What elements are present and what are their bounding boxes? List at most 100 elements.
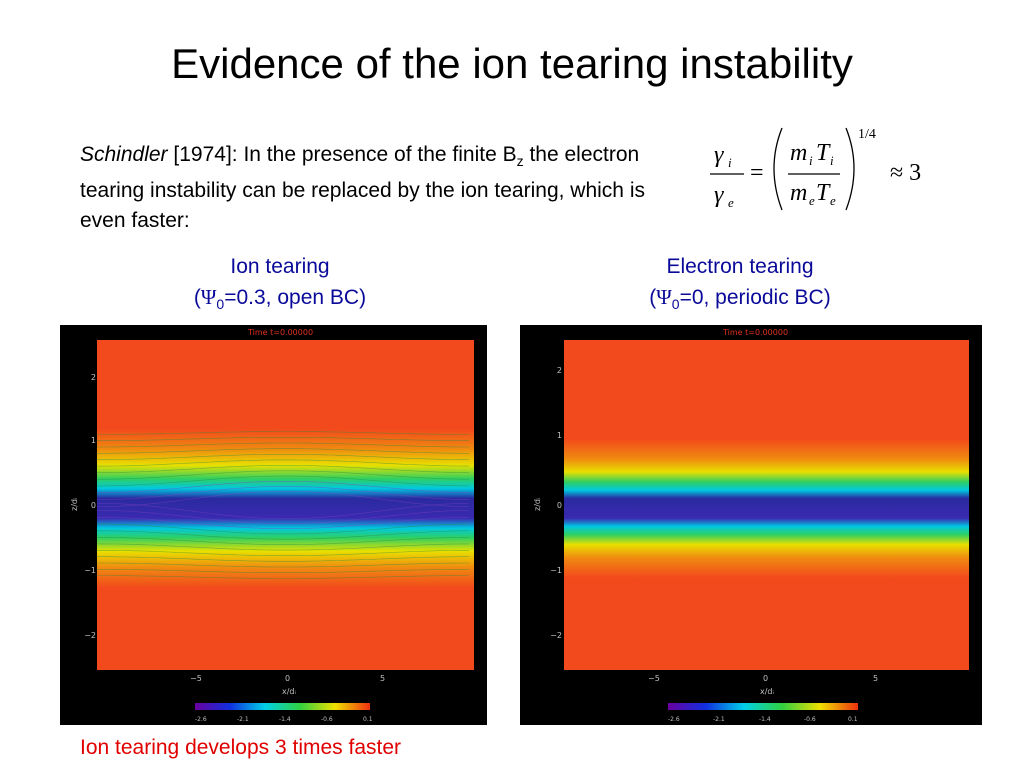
colorbar-tick: -2.6 — [195, 716, 207, 723]
y-tick-label: 1 — [91, 436, 96, 445]
formula-t-top: T — [816, 140, 831, 166]
electron-tearing-panel-title: Electron tearing (Ψ0=0, periodic BC) — [590, 252, 890, 319]
magnetic-field-line — [97, 437, 469, 441]
formula-m-top: m — [790, 140, 807, 166]
formula-t-bottom: T — [816, 180, 831, 206]
magnetic-field-line — [96, 465, 469, 473]
formula-t-top-sub: i — [830, 153, 834, 168]
magnetic-field-line — [97, 543, 469, 551]
magnetic-field-line — [96, 470, 469, 480]
magnetic-field-line — [97, 523, 469, 535]
colorbar-tick: -1.4 — [759, 716, 771, 723]
psi-subscript: 0 — [671, 296, 680, 313]
magnetic-field-line — [96, 537, 469, 545]
ion-tearing-title-line2: (Ψ0=0.3, open BC) — [193, 285, 367, 313]
electron-tearing-plot-svg: Time t=0.00000 2 1 0 −1 −2 z/dᵢ −5 0 5 x… — [533, 328, 969, 723]
colorbar-tick: 0.1 — [848, 716, 858, 723]
magnetic-field-line — [96, 486, 469, 500]
colorbar-tick: -2.1 — [237, 716, 249, 723]
magnetic-field-line — [97, 442, 469, 448]
x-tick-label: −5 — [648, 674, 660, 683]
electron-tearing-simulation-plot: Time t=0.00000 2 1 0 −1 −2 z/dᵢ −5 0 5 x… — [520, 325, 982, 725]
formula-exponent: 1/4 — [858, 127, 876, 142]
psi-symbol: Ψ — [656, 285, 672, 309]
y-tick-label: −2 — [84, 631, 96, 640]
psi-symbol: Ψ — [200, 285, 217, 309]
formula-gamma-i: γ — [714, 142, 724, 168]
magnetic-field-line — [97, 431, 469, 435]
ion-tearing-colorbar — [195, 703, 370, 710]
y-tick-label: 2 — [91, 373, 96, 382]
magnetic-field-line — [96, 530, 469, 540]
y-tick-label: 1 — [557, 431, 562, 440]
psi-subscript: 0 — [216, 296, 225, 313]
y-tick-label: 2 — [557, 366, 562, 375]
magnetic-field-line — [97, 556, 469, 562]
ion-tearing-panel-title: Ion tearing (Ψ0=0.3, open BC) — [130, 252, 430, 319]
formula-m-bottom-sub: e — [809, 193, 815, 208]
colorbar-tick: -2.6 — [668, 716, 680, 723]
x-tick-label: 0 — [285, 674, 290, 683]
colorbar-tick: -2.1 — [713, 716, 725, 723]
formula-t-bottom-sub: e — [830, 193, 836, 208]
y-tick-label: 0 — [91, 501, 96, 510]
colorbar-tick: -0.6 — [804, 716, 816, 723]
x-tick-label: 5 — [873, 674, 878, 683]
y-axis-label: z/dᵢ — [533, 498, 542, 511]
x-tick-label: −5 — [190, 674, 202, 683]
magnetic-field-line — [97, 459, 469, 467]
magnetic-field-line — [97, 517, 470, 529]
magnetic-field-line — [97, 481, 470, 493]
magnetic-field-line — [96, 510, 469, 524]
formula-right-paren — [845, 127, 855, 211]
magnetic-field-line — [97, 454, 469, 460]
slide-title: Evidence of the ion tearing instability — [171, 40, 853, 87]
y-tick-label: −2 — [550, 631, 562, 640]
magnetic-field-line — [97, 475, 469, 487]
magnetic-field-line — [97, 575, 469, 579]
colorbar-tick: -1.4 — [279, 716, 291, 723]
ion-tearing-plot-svg: Time t=0.00000 2 1 0 −1 −2 z/dᵢ −5 0 5 x… — [70, 328, 474, 723]
growth-rate-ratio-formula: γ i γ e = m i T i m e T e 1/4 ≈ 3 — [710, 127, 921, 211]
y-tick-label: 0 — [557, 501, 562, 510]
intro-text-part2: the electron tearing instability can be … — [80, 143, 645, 233]
y-tick-label: −1 — [84, 566, 96, 575]
formula-equals: = — [750, 160, 764, 186]
electron-tearing-time-label: Time t=0.00000 — [722, 328, 788, 337]
y-tick-label: −1 — [550, 566, 562, 575]
ion-tearing-params: =0.3, open BC) — [224, 286, 367, 309]
ion-tearing-time-label: Time t=0.00000 — [247, 328, 313, 337]
intro-subscript: z — [516, 153, 524, 170]
magnetic-field-line — [97, 569, 469, 573]
author-name: Schindler — [80, 143, 168, 166]
formula-m-top-sub: i — [809, 153, 813, 168]
magnetic-field-line — [97, 562, 469, 568]
magnetic-field-line — [97, 550, 469, 556]
ion-tearing-field-lines — [96, 431, 470, 579]
y-axis-label: z/dᵢ — [70, 498, 79, 511]
magnetic-field-line — [97, 448, 469, 454]
ion-tearing-simulation-plot: Time t=0.00000 2 1 0 −1 −2 z/dᵢ −5 0 5 x… — [60, 325, 487, 725]
x-axis-label: x/dᵢ — [760, 687, 774, 696]
ion-tearing-density-field — [97, 340, 474, 670]
electron-tearing-colorbar — [668, 703, 858, 710]
x-tick-label: 0 — [763, 674, 768, 683]
colorbar-tick: 0.1 — [363, 716, 373, 723]
magnetic-field-line — [97, 491, 470, 507]
electron-tearing-title-line1: Electron tearing — [666, 255, 814, 278]
intro-paragraph: Schindler [1974]: In the presence of the… — [80, 140, 690, 236]
formula-m-bottom: m — [790, 180, 807, 206]
magnetic-field-line — [97, 503, 470, 519]
ion-tearing-title-line1: Ion tearing — [230, 255, 330, 278]
x-tick-label: 5 — [380, 674, 385, 683]
electron-tearing-params: =0, periodic BC) — [679, 286, 831, 309]
x-axis-label: x/dᵢ — [282, 687, 296, 696]
conclusion-text: Ion tearing develops 3 times faster — [80, 736, 402, 759]
formula-sub-e: e — [728, 195, 734, 210]
formula-sub-i: i — [728, 155, 732, 170]
electron-tearing-density-field — [564, 340, 969, 670]
electron-tearing-title-line2: (Ψ0=0, periodic BC) — [649, 285, 831, 313]
colorbar-tick: -0.6 — [321, 716, 333, 723]
formula-left-paren — [773, 127, 783, 211]
formula-approx: ≈ 3 — [890, 160, 921, 186]
